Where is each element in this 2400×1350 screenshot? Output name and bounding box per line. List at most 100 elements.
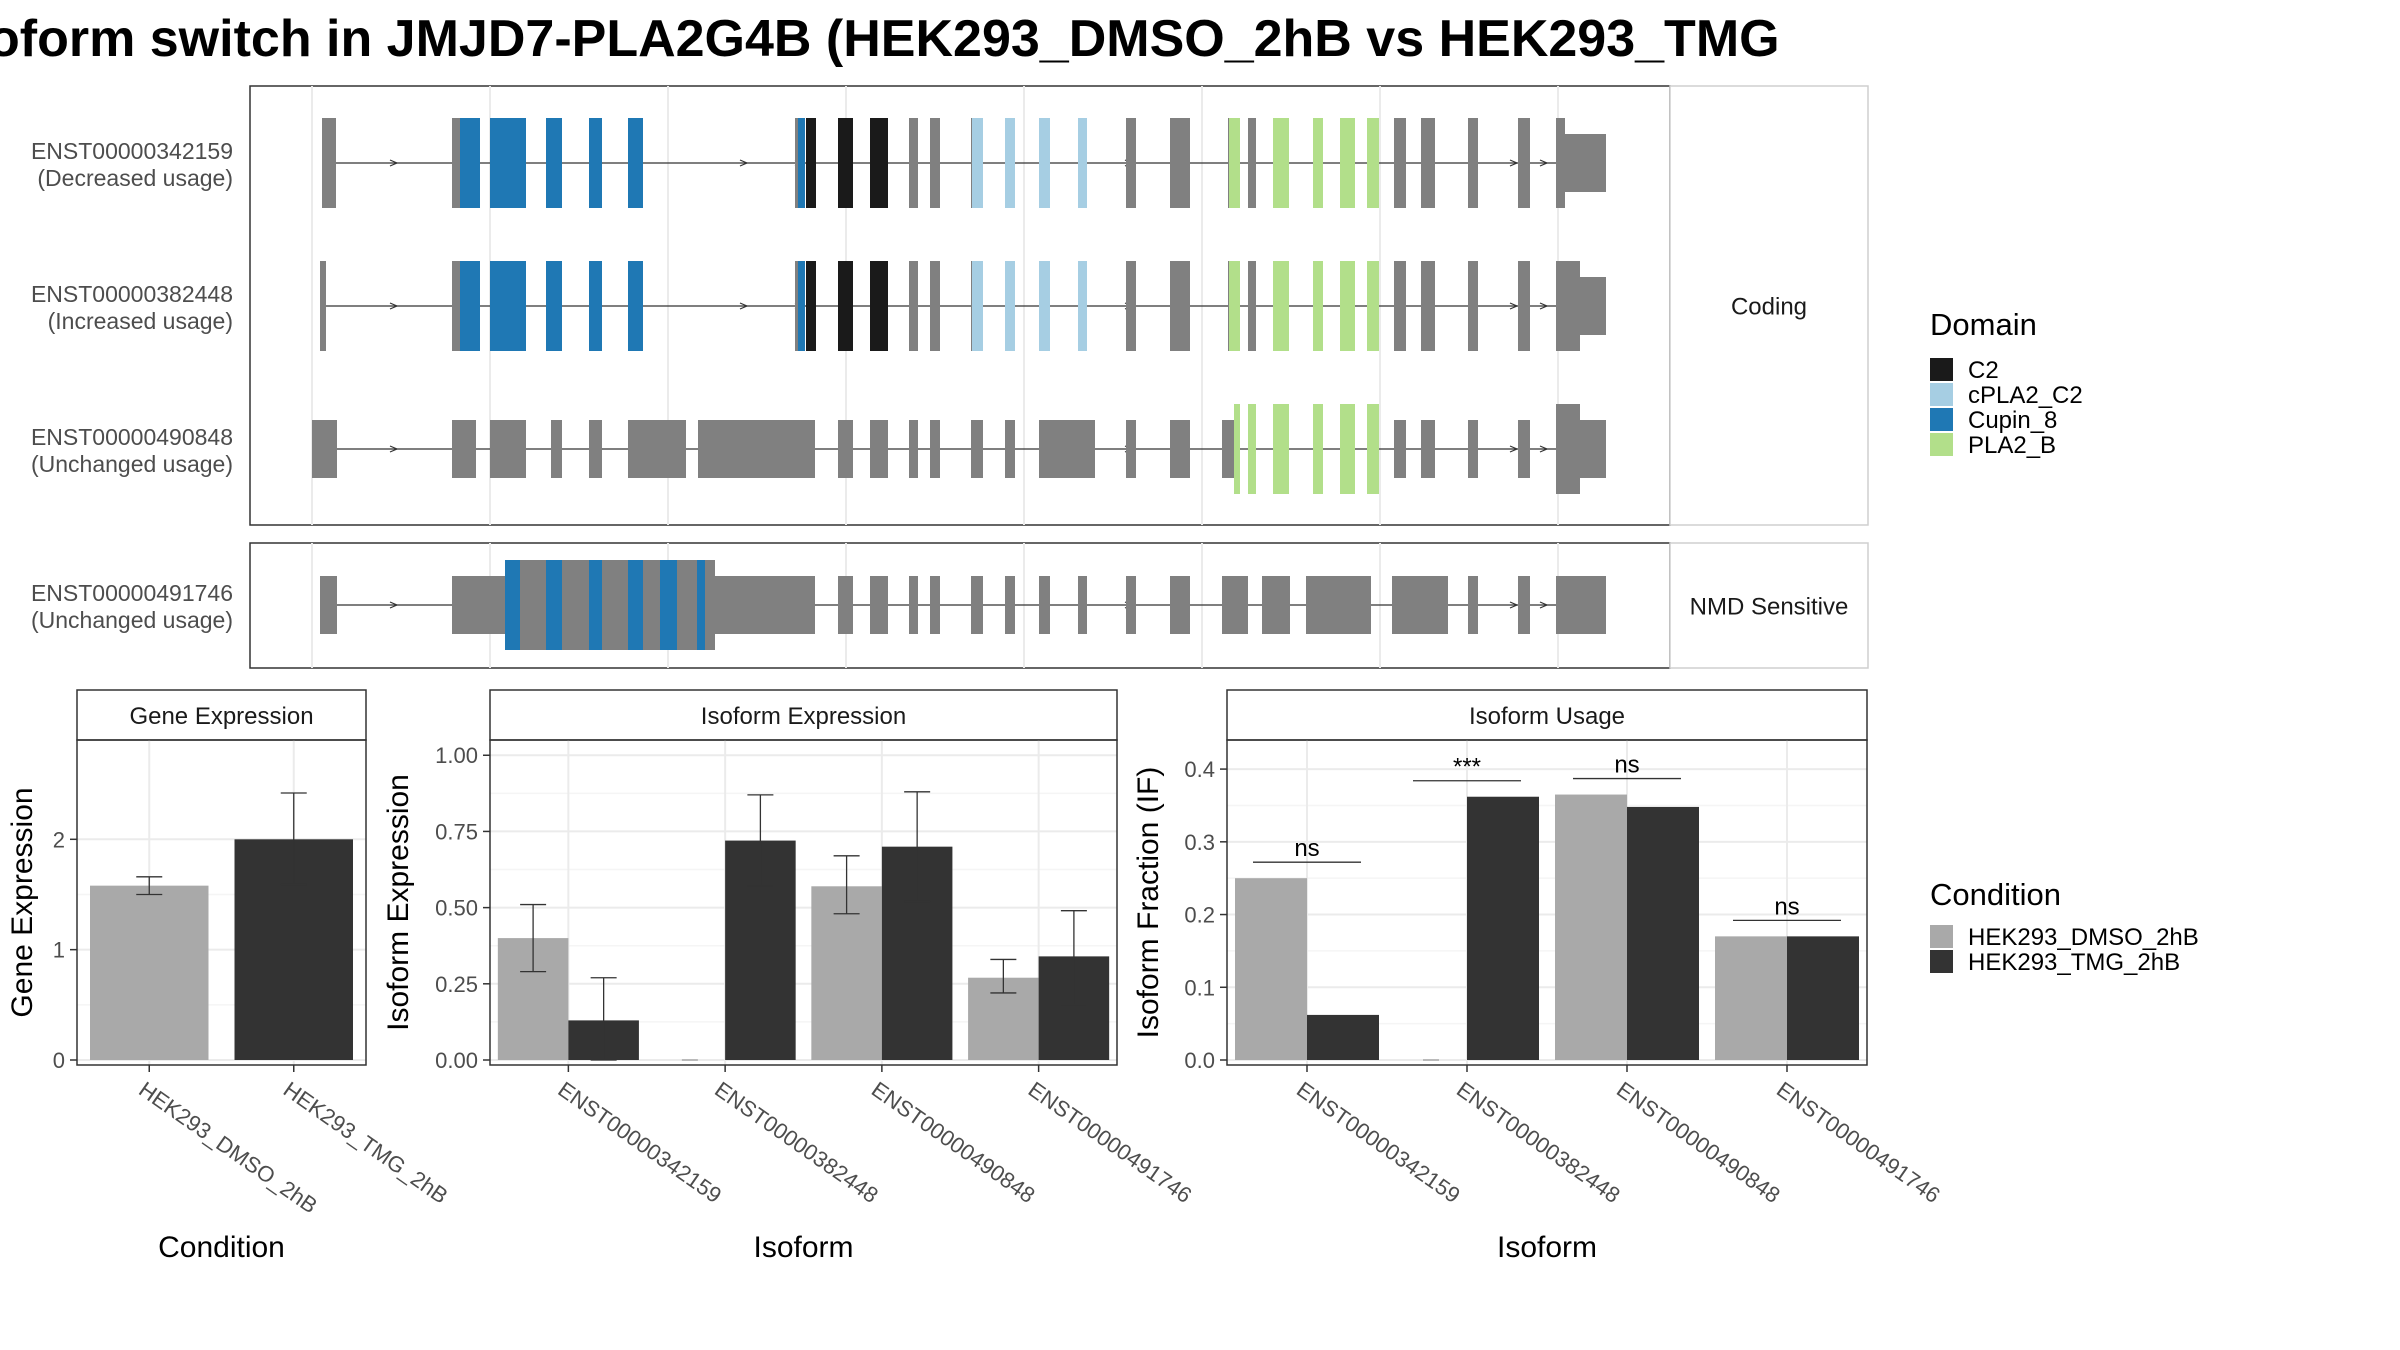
domain-cpla2-c2	[972, 261, 983, 351]
transcript-id: ENST00000491746	[31, 580, 233, 606]
strand-arrow	[389, 445, 399, 453]
exon	[1248, 118, 1256, 208]
x-tick-label: ENST00000342159	[1292, 1077, 1465, 1208]
exon	[589, 420, 602, 478]
exon	[452, 118, 463, 208]
exon	[1556, 404, 1580, 494]
exon	[909, 261, 918, 351]
plot-border	[76, 739, 367, 1066]
domain-c2	[806, 261, 816, 351]
exon	[909, 118, 918, 208]
exon	[870, 420, 888, 478]
domain-cupin-8	[460, 261, 480, 351]
transcript-usage: (Unchanged usage)	[31, 451, 233, 477]
y-tick-label: 0.25	[435, 972, 478, 997]
y-axis-title: Isoform Fraction (IF)	[1132, 767, 1165, 1039]
x-tick-label: ENST00000382448	[710, 1077, 883, 1208]
domain-pla2-b	[1273, 404, 1289, 494]
domain-legend-label: C2	[1968, 357, 1999, 384]
transcript-row: ENST00000342159(Decreased usage)	[31, 118, 1606, 208]
bar	[1555, 794, 1627, 1060]
chart-title: Isoform Expression	[701, 703, 906, 730]
exon	[1518, 576, 1530, 634]
y-tick-label: 2	[53, 827, 65, 852]
x-tick-label: ENST00000490848	[867, 1077, 1040, 1208]
exon	[322, 118, 336, 208]
exon	[1394, 118, 1406, 208]
domain-cupin-8	[798, 261, 805, 351]
exon	[971, 576, 983, 634]
strand-arrow	[1509, 601, 1519, 609]
exon	[1262, 576, 1290, 634]
domain-pla2-b	[1340, 261, 1355, 351]
domain-legend-swatch	[1930, 408, 1953, 431]
domain-cpla2-c2	[1078, 261, 1087, 351]
domain-cpla2-c2	[1078, 118, 1087, 208]
domain-pla2-b	[1367, 404, 1379, 494]
domain-c2	[806, 118, 816, 208]
exon	[1005, 576, 1015, 634]
y-axis-title: Gene Expression	[6, 787, 39, 1017]
chart-title: Isoform Usage	[1469, 703, 1625, 730]
domain-cupin-8	[660, 560, 677, 650]
bar	[1307, 1014, 1379, 1060]
domain-cpla2-c2	[1039, 118, 1050, 208]
domain-pla2-b	[1273, 261, 1289, 351]
exon	[909, 576, 918, 634]
bar	[1627, 806, 1699, 1060]
domain-cpla2-c2	[1005, 261, 1015, 351]
exon	[1126, 261, 1136, 351]
x-tick-label: ENST00000490848	[1612, 1077, 1785, 1208]
domain-pla2-b	[1367, 261, 1379, 351]
domain-c2	[870, 261, 888, 351]
transcript-id: ENST00000382448	[31, 281, 233, 307]
exon	[971, 420, 983, 478]
significance-label: ns	[1774, 893, 1799, 920]
y-tick-label: 0.75	[435, 819, 478, 844]
domain-cupin-8	[798, 118, 805, 208]
strand-arrow	[739, 159, 749, 167]
strip-label: Coding	[1731, 294, 1807, 321]
strip-box	[1669, 85, 1869, 526]
domain-pla2-b	[1229, 261, 1240, 351]
exon	[930, 118, 940, 208]
domain-cupin-8	[546, 560, 562, 650]
exon	[1306, 576, 1371, 634]
chart-2: Isoform Usage 0.0 0.1 0.2 0.3 0.4 ns *** ns ns ENS…	[1132, 689, 1945, 1264]
exon	[838, 576, 853, 634]
x-tick-label: ENST00000342159	[554, 1077, 727, 1208]
exon	[1170, 118, 1190, 208]
domain-legend-label: PLA2_B	[1968, 432, 2056, 459]
domain-cupin-8	[589, 261, 602, 351]
bar	[1787, 936, 1859, 1060]
domain-pla2-b	[1313, 261, 1323, 351]
strand-arrow	[389, 601, 399, 609]
domain-pla2-b	[1313, 118, 1323, 208]
domain-cupin-8	[460, 118, 480, 208]
exon	[930, 261, 940, 351]
domain-c2	[838, 261, 853, 351]
condition-legend-title: Condition	[1930, 877, 2061, 912]
bar-charts: Gene Expression012HEK293_DMSO_2hBHEK293_…	[6, 689, 1945, 1264]
chart-strip	[489, 689, 1118, 741]
exon	[1126, 118, 1136, 208]
exon	[1078, 576, 1087, 634]
transcript-id: ENST00000342159	[31, 138, 233, 164]
domain-pla2-b	[1234, 404, 1240, 494]
chart-strip	[1226, 689, 1868, 741]
domain-legend-swatch	[1930, 358, 1953, 381]
exon	[452, 261, 463, 351]
exon	[1421, 118, 1435, 208]
x-tick-label: ENST00000382448	[1452, 1077, 1625, 1208]
exon	[1005, 420, 1015, 478]
y-tick-label: 0.2	[1184, 903, 1215, 928]
y-tick-label: 0.00	[435, 1048, 478, 1073]
strand-arrow	[1509, 159, 1519, 167]
domain-pla2-b	[1367, 118, 1379, 208]
transcript-usage: (Decreased usage)	[37, 165, 233, 191]
domain-cupin-8	[628, 118, 643, 208]
domain-pla2-b	[1340, 404, 1355, 494]
domain-legend-label: cPLA2_C2	[1968, 382, 2083, 409]
domain-legend-swatch	[1930, 383, 1953, 406]
